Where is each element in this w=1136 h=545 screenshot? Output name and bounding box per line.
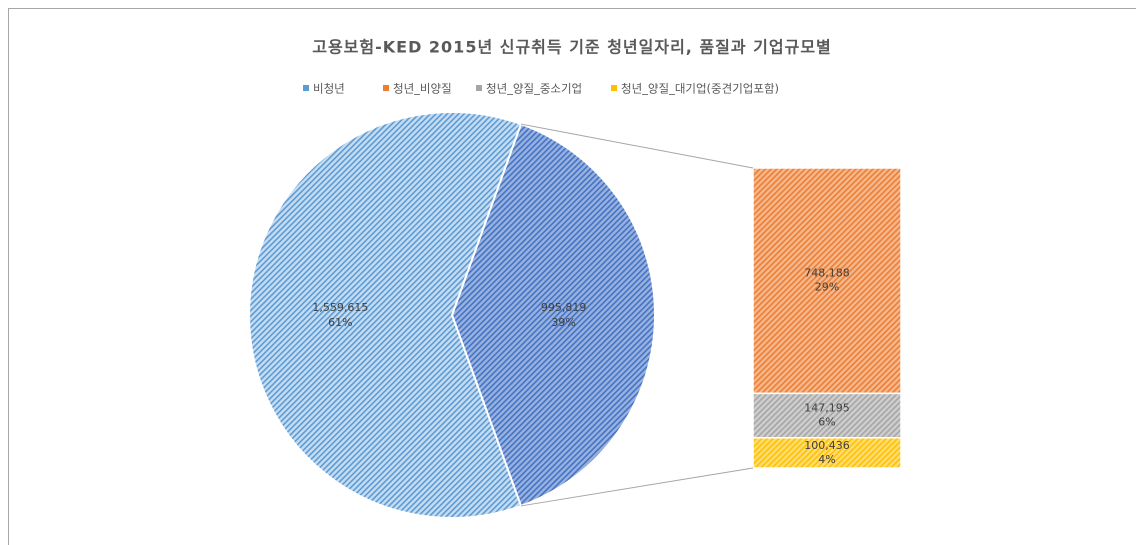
pie-slice <box>248 111 523 519</box>
bar-segment <box>752 436 902 469</box>
data-label: 1,559,615 <box>312 301 368 314</box>
data-label: 4% <box>818 453 835 466</box>
legend-label: 비청년 <box>313 82 345 96</box>
data-label: 995,819 <box>541 301 587 314</box>
legend-swatch <box>303 85 309 91</box>
legend-swatch <box>611 85 617 91</box>
connector-line <box>520 123 754 169</box>
pie-slice-other <box>450 122 656 508</box>
legend-label: 청년_양질_중소기업 <box>486 82 582 96</box>
data-label: 39% <box>551 316 575 329</box>
chart-title: 고용보험-KED 2015년 신규취득 기준 청년일자리, 품질과 기업규모별 <box>312 38 832 57</box>
data-label: 100,436 <box>804 439 850 452</box>
data-label: 6% <box>818 416 835 429</box>
legend-swatch <box>383 85 389 91</box>
connector-line <box>520 467 754 507</box>
data-label: 147,195 <box>804 402 850 415</box>
data-label: 61% <box>328 316 352 329</box>
legend-swatch <box>476 85 482 91</box>
legend-label: 청년_양질_대기업(중견기업포함) <box>621 82 779 96</box>
legend-label: 청년_비양질 <box>393 82 452 96</box>
data-label: 29% <box>815 281 839 294</box>
bar-segment <box>752 167 902 395</box>
data-label: 748,188 <box>804 267 850 280</box>
